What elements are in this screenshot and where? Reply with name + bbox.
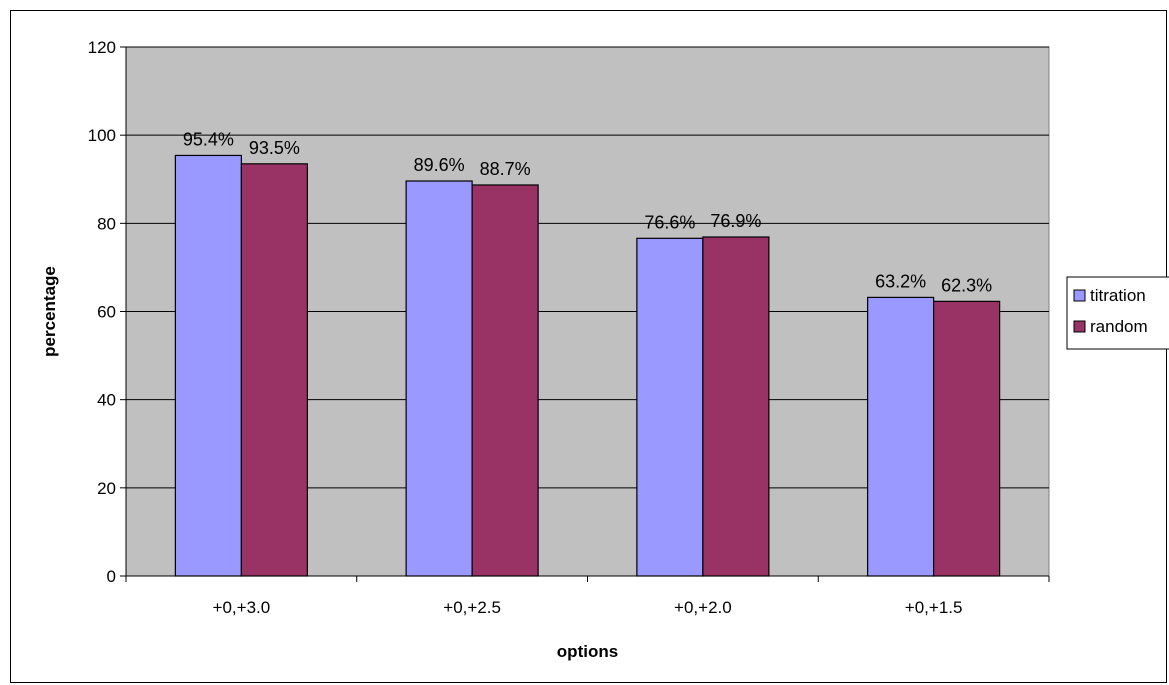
legend-label-titration: titration — [1090, 286, 1146, 305]
data-label-titration-0: 95.4% — [183, 129, 234, 149]
bar-random-0[interactable] — [240, 163, 308, 577]
y-tick-label: 0 — [107, 567, 116, 586]
x-tick-label: +0,+2.5 — [443, 598, 501, 617]
x-tick-label: +0,+3.0 — [213, 598, 271, 617]
legend-label-random: random — [1090, 317, 1148, 336]
legend-swatch-titration — [1073, 289, 1086, 302]
data-label-titration-3: 63.2% — [875, 271, 926, 291]
y-tick-label: 40 — [97, 391, 116, 410]
bar-random-2[interactable] — [702, 236, 770, 577]
legend[interactable]: titration random — [1066, 276, 1169, 350]
y-tick-label: 120 — [88, 38, 116, 57]
data-label-random-1: 88.7% — [480, 159, 531, 179]
data-labels: 95.4% 93.5% 89.6% 88.7% 76.6% 76.9% 63.2% 62.3% — [183, 129, 992, 295]
y-axis-title: percentage — [40, 266, 59, 357]
bar-random-1[interactable] — [471, 184, 539, 577]
bar-titration-1[interactable] — [405, 180, 473, 577]
bars — [174, 154, 1001, 577]
y-tick-label: 100 — [88, 126, 116, 145]
x-axis-title: options — [557, 642, 618, 661]
y-tick-label: 80 — [97, 214, 116, 233]
legend-box — [1066, 276, 1169, 350]
bar-titration-2[interactable] — [636, 237, 704, 577]
legend-swatch-random — [1073, 320, 1086, 333]
data-label-random-2: 76.9% — [710, 211, 761, 231]
y-tick-label: 60 — [97, 303, 116, 322]
x-tick-label: +0,+1.5 — [905, 598, 963, 617]
bar-titration-0[interactable] — [174, 154, 242, 577]
bar-random-3[interactable] — [933, 300, 1001, 577]
y-tick-label: 20 — [97, 479, 116, 498]
bar-titration-3[interactable] — [867, 296, 935, 577]
data-label-random-3: 62.3% — [941, 275, 992, 295]
data-label-titration-1: 89.6% — [414, 155, 465, 175]
x-tick-label: +0,+2.0 — [674, 598, 732, 617]
data-label-titration-2: 76.6% — [644, 212, 695, 232]
data-label-random-0: 93.5% — [249, 138, 300, 158]
axes: 0 20 40 60 80 100 120 +0,+3.0 +0,+2.5 +0,+2.0 +0,+… — [88, 38, 1050, 617]
